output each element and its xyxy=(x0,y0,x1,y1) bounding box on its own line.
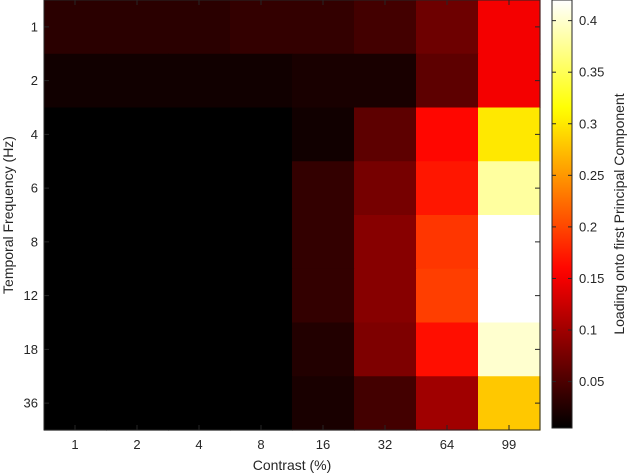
plot-frame xyxy=(43,0,541,431)
heatmap-cell-8-64 xyxy=(416,215,479,270)
heatmap-cell-8-99 xyxy=(478,215,541,270)
colorbar-label: Loading onto first Principal Component xyxy=(611,93,627,334)
heatmap-cell-2-32 xyxy=(354,53,417,109)
heatmap-cell-12-8 xyxy=(230,268,293,324)
x-tick-label: 32 xyxy=(378,437,392,452)
x-tick-label: 99 xyxy=(502,437,516,452)
heatmap-cell-1-2 xyxy=(106,0,169,55)
heatmap-cell-36-4 xyxy=(168,376,231,431)
heatmap-cell-1-64 xyxy=(416,0,479,55)
heatmap-cell-4-64 xyxy=(416,107,479,162)
colorbar-tick-label: 0.05 xyxy=(579,374,604,389)
heatmap-cell-6-64 xyxy=(416,161,479,216)
heatmap-cell-1-16 xyxy=(292,0,355,55)
heatmap-cell-2-4 xyxy=(168,53,231,109)
x-axis-title: Contrast (%) xyxy=(253,457,332,473)
heatmap-cell-18-4 xyxy=(168,322,231,377)
heatmap-cell-18-32 xyxy=(354,322,417,377)
heatmap-cell-6-4 xyxy=(168,161,231,216)
heatmap-cell-12-4 xyxy=(168,268,231,324)
y-tick-label: 36 xyxy=(24,396,38,411)
heatmap-cell-8-4 xyxy=(168,215,231,270)
heatmap-cell-2-1 xyxy=(44,53,107,109)
heatmap-cell-4-32 xyxy=(354,107,417,162)
heatmap-cell-2-99 xyxy=(478,53,541,109)
heatmap-cell-4-4 xyxy=(168,107,231,162)
heatmap-cell-1-8 xyxy=(230,0,293,55)
colorbar-tick-label: 0.25 xyxy=(579,168,604,183)
y-tick-label: 2 xyxy=(31,73,38,88)
colorbar-tick-label: 0.4 xyxy=(579,13,597,28)
heatmap-cell-18-16 xyxy=(292,322,355,377)
colorbar-tick-label: 0.3 xyxy=(579,116,597,131)
x-axis-ticks: 1 2 4 8 16 32 64 99 xyxy=(71,0,516,452)
colorbar-tick-label: 0.2 xyxy=(579,219,597,234)
heatmap-cell-4-8 xyxy=(230,107,293,162)
y-tick-label: 6 xyxy=(31,181,38,196)
heatmap-cell-18-1 xyxy=(44,322,107,377)
heatmap-cell-2-16 xyxy=(292,53,355,109)
heatmap-cell-12-99 xyxy=(478,268,541,324)
heatmap-cell-6-1 xyxy=(44,161,107,216)
y-tick-label: 1 xyxy=(31,19,38,34)
heatmap-cell-6-2 xyxy=(106,161,169,216)
heatmap-cell-2-8 xyxy=(230,53,293,109)
colorbar-tick-label: 0.15 xyxy=(579,271,604,286)
heatmap-cell-12-64 xyxy=(416,268,479,324)
heatmap-cell-1-99 xyxy=(478,0,541,55)
heatmap-cell-4-16 xyxy=(292,107,355,162)
colorbar-tick-label: 0.35 xyxy=(579,65,604,80)
heatmap-cell-36-16 xyxy=(292,376,355,431)
heatmap-cell-12-2 xyxy=(106,268,169,324)
heatmap-cell-36-99 xyxy=(478,376,541,431)
x-tick-label: 4 xyxy=(195,437,202,452)
heatmap-cell-6-16 xyxy=(292,161,355,216)
heatmap-cell-6-99 xyxy=(478,161,541,216)
y-tick-label: 18 xyxy=(24,342,38,357)
heatmap-cells xyxy=(44,0,541,431)
heatmap-cell-18-99 xyxy=(478,322,541,377)
heatmap-cell-6-32 xyxy=(354,161,417,216)
heatmap-cell-1-32 xyxy=(354,0,417,55)
heatmap-cell-36-64 xyxy=(416,376,479,431)
heatmap-cell-36-2 xyxy=(106,376,169,431)
heatmap-cell-8-1 xyxy=(44,215,107,270)
y-tick-label: 8 xyxy=(31,234,38,249)
heatmap-cell-2-2 xyxy=(106,53,169,109)
x-tick-label: 8 xyxy=(257,437,264,452)
heatmap-cell-18-64 xyxy=(416,322,479,377)
heatmap-cell-4-2 xyxy=(106,107,169,162)
heatmap-cell-18-8 xyxy=(230,322,293,377)
heatmap-cell-4-1 xyxy=(44,107,107,162)
x-tick-label: 64 xyxy=(440,437,454,452)
heatmap-cell-8-8 xyxy=(230,215,293,270)
x-tick-label: 16 xyxy=(316,437,330,452)
heatmap-cell-18-2 xyxy=(106,322,169,377)
heatmap-cell-2-64 xyxy=(416,53,479,109)
heatmap-cell-1-4 xyxy=(168,0,231,55)
colorbar-tick-label: 0.1 xyxy=(579,323,597,338)
y-tick-label: 4 xyxy=(31,127,38,142)
heatmap-cell-6-8 xyxy=(230,161,293,216)
y-tick-label: 12 xyxy=(24,288,38,303)
y-axis-title: Temporal Frequency (Hz) xyxy=(0,136,16,294)
heatmap-cell-1-1 xyxy=(44,0,107,55)
heatmap-cell-36-1 xyxy=(44,376,107,431)
heatmap-cell-12-32 xyxy=(354,268,417,324)
heatmap-cell-4-99 xyxy=(478,107,541,162)
heatmap-cell-36-8 xyxy=(230,376,293,431)
heatmap-cell-8-16 xyxy=(292,215,355,270)
heatmap-cell-12-16 xyxy=(292,268,355,324)
colorbar-ticks: 0.05 0.1 0.15 0.2 0.25 0.3 0.35 0.4 xyxy=(552,13,604,389)
x-tick-label: 1 xyxy=(71,437,78,452)
heatmap-cell-36-32 xyxy=(354,376,417,431)
heatmap-cell-8-32 xyxy=(354,215,417,270)
heatmap-cell-12-1 xyxy=(44,268,107,324)
x-tick-label: 2 xyxy=(133,437,140,452)
colorbar xyxy=(551,0,573,429)
heatmap-cell-8-2 xyxy=(106,215,169,270)
